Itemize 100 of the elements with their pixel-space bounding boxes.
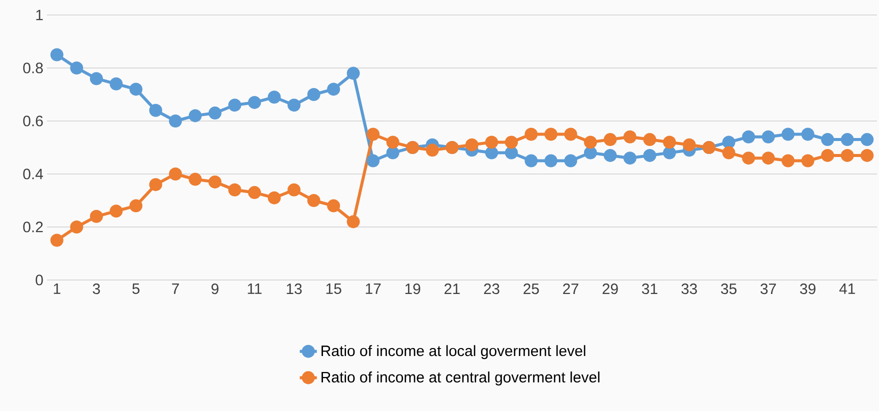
point bbox=[188, 109, 202, 122]
x-tick-label: 33 bbox=[681, 284, 697, 294]
point bbox=[327, 82, 340, 96]
point bbox=[742, 130, 756, 144]
point bbox=[623, 130, 636, 144]
point bbox=[821, 133, 834, 146]
point bbox=[524, 128, 538, 141]
x-tick-label: 23 bbox=[484, 284, 500, 294]
point bbox=[426, 144, 439, 157]
point bbox=[149, 104, 162, 117]
x-tick-label: 3 bbox=[92, 284, 100, 294]
point bbox=[584, 136, 597, 149]
point bbox=[663, 136, 676, 149]
x-tick-label: 37 bbox=[760, 284, 776, 294]
point bbox=[228, 98, 242, 112]
point bbox=[564, 154, 578, 168]
point bbox=[268, 90, 281, 104]
y-tick-label: 0.4 bbox=[23, 168, 44, 180]
x-tick-label: 39 bbox=[800, 284, 816, 294]
point bbox=[762, 152, 775, 165]
point bbox=[228, 183, 242, 196]
point bbox=[248, 96, 262, 109]
point bbox=[762, 130, 775, 144]
point bbox=[623, 152, 636, 165]
x-tick-label: 17 bbox=[366, 284, 381, 294]
point bbox=[485, 146, 498, 160]
legend-label: Ratio of income at local goverment level bbox=[322, 345, 586, 360]
point bbox=[643, 148, 656, 162]
point bbox=[504, 136, 518, 149]
point bbox=[604, 133, 617, 146]
point bbox=[288, 183, 301, 196]
point bbox=[70, 220, 84, 234]
point bbox=[50, 48, 64, 62]
x-tick-label: 25 bbox=[524, 284, 539, 294]
point bbox=[386, 146, 400, 160]
y-tick-label: 0.6 bbox=[23, 116, 43, 126]
x-tick-label: 29 bbox=[602, 284, 618, 294]
x-tick-label: 9 bbox=[212, 284, 218, 294]
point bbox=[208, 175, 222, 188]
x-tick-label: 41 bbox=[839, 284, 855, 294]
x-tick-label: 7 bbox=[172, 284, 179, 294]
y-tick-label: 1 bbox=[36, 10, 43, 20]
point bbox=[782, 128, 795, 141]
point bbox=[366, 128, 380, 141]
point bbox=[90, 72, 103, 86]
x-tick-label: 15 bbox=[326, 284, 342, 294]
x-tick-label: 1 bbox=[54, 284, 60, 294]
point bbox=[544, 128, 558, 141]
point bbox=[110, 77, 123, 90]
point bbox=[327, 199, 340, 212]
x-tick-label: 31 bbox=[642, 284, 658, 294]
x-tick-label: 35 bbox=[721, 284, 736, 294]
point bbox=[485, 136, 498, 149]
point bbox=[346, 215, 360, 228]
point bbox=[90, 210, 103, 223]
point bbox=[366, 154, 380, 168]
point bbox=[840, 148, 854, 162]
point bbox=[149, 178, 162, 192]
point bbox=[268, 191, 281, 204]
point bbox=[544, 154, 558, 168]
point bbox=[129, 82, 142, 96]
point bbox=[307, 88, 320, 101]
point bbox=[584, 146, 597, 160]
point bbox=[742, 152, 756, 165]
point bbox=[860, 133, 874, 146]
point bbox=[821, 148, 834, 162]
point bbox=[465, 138, 478, 152]
x-tick-label: 5 bbox=[132, 284, 140, 294]
point bbox=[307, 194, 320, 207]
point bbox=[168, 114, 182, 128]
x-tick-label: 19 bbox=[405, 284, 420, 294]
x-tick-label: 11 bbox=[248, 284, 262, 294]
point bbox=[168, 167, 182, 180]
point bbox=[110, 204, 123, 218]
point bbox=[682, 138, 696, 152]
point bbox=[346, 66, 360, 80]
point bbox=[524, 154, 538, 168]
point bbox=[860, 148, 874, 162]
point bbox=[643, 133, 656, 146]
point bbox=[386, 136, 400, 149]
point bbox=[722, 136, 736, 149]
y-tick-label: 0.8 bbox=[23, 62, 43, 74]
point bbox=[782, 154, 795, 168]
point bbox=[564, 128, 578, 141]
point bbox=[188, 172, 202, 186]
point bbox=[504, 146, 518, 160]
point bbox=[70, 61, 84, 74]
x-tick-label: 21 bbox=[444, 284, 460, 294]
point bbox=[288, 98, 301, 112]
point bbox=[722, 146, 736, 160]
y-tick-label: 0.2 bbox=[23, 222, 43, 232]
point bbox=[840, 133, 854, 146]
x-tick-label: 13 bbox=[286, 284, 302, 294]
point bbox=[50, 234, 64, 247]
x-tick-label: 27 bbox=[563, 284, 578, 294]
point bbox=[129, 199, 142, 212]
point bbox=[248, 186, 262, 200]
y-tick-label: 0 bbox=[36, 274, 43, 286]
point bbox=[663, 146, 676, 160]
point bbox=[801, 128, 814, 141]
